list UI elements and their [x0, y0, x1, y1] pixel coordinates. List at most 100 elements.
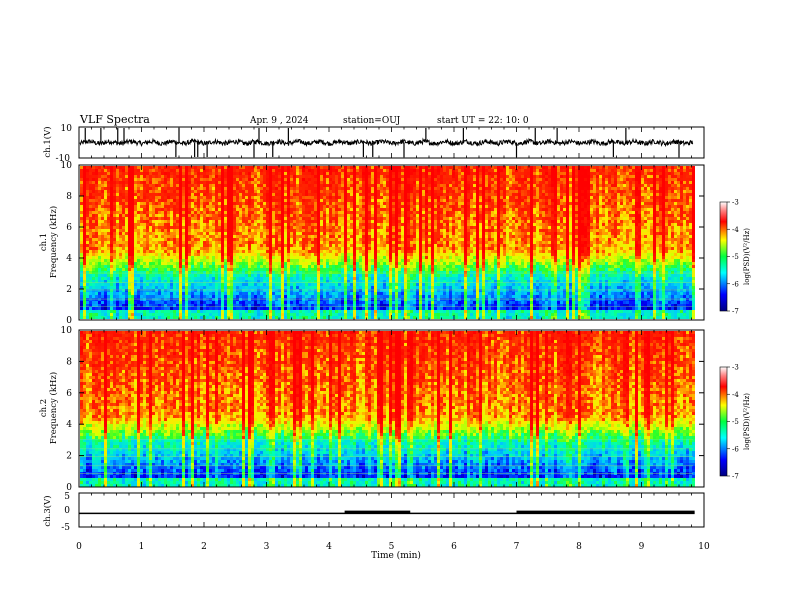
ch1-spectrogram-cell-run [590, 196, 593, 199]
ch1-spectrogram-cell-run [95, 178, 98, 181]
ch1-spectrogram-cell-run [116, 187, 119, 190]
ch1-spectrogram-cell-run [401, 211, 404, 214]
ch1-spectrogram-cell-run [98, 181, 101, 184]
ch1-spectrogram-cell-run [377, 232, 380, 235]
ch1-spectrogram-cell-run [179, 184, 182, 187]
ch1-spectrogram-cell-run [356, 232, 359, 235]
ch1-spectrogram-cell-run [296, 166, 299, 169]
ch1-spectrogram-cell-run [176, 175, 179, 178]
ch1-spectrogram-cell-run [659, 226, 662, 229]
ch1-spectrogram-cell-run [677, 235, 680, 238]
ch1-spectrogram-cell-run [575, 232, 578, 235]
ch1-spectrogram-cell-run [626, 178, 629, 181]
ch1-spectrogram-cell-run [413, 175, 416, 178]
ch1-spectrogram-cell-run [608, 208, 611, 211]
ch1-spectrogram-cell-run [134, 238, 137, 241]
ch1-spectrogram-cell-run [389, 232, 392, 235]
ch1-spectrogram-cell-run [194, 226, 197, 229]
ch1-spectrogram-cell-run [464, 232, 467, 235]
ch1-spectrogram-cell-run [353, 220, 356, 223]
ch1-spectrogram-cell-run [491, 226, 494, 229]
ch1-spectrogram-cell-run [560, 178, 563, 181]
ch1-spectrogram-cell-run [98, 205, 101, 208]
ch1-spectrogram-cell-run [110, 196, 113, 199]
ch1-spectrogram-cell-run [206, 211, 209, 214]
ch1-spectrogram-cell-run [302, 214, 305, 217]
ch1-spectrogram-cell-run [425, 175, 428, 178]
ch1-spectrogram-cell-run [518, 184, 521, 187]
ch1-spectrogram-cell-run [458, 235, 461, 238]
ch1-spectrogram-cell-run [563, 175, 566, 178]
ch1-spectrogram-cell-run [590, 202, 593, 205]
ch1-spectrogram-cell-run [191, 202, 194, 205]
ch1-spectrogram-cell-run [380, 193, 383, 196]
ch1-spectrogram-cell-run [509, 229, 512, 232]
ch1-spectrogram-cell-run [572, 223, 575, 226]
ch1-spectrogram-cell-run [608, 172, 611, 175]
ch1-spectrogram-cell-run [479, 214, 482, 217]
ch1-spectrogram-cell-run [686, 220, 689, 223]
ch1-spectrogram-cell-run [212, 172, 215, 175]
ch1-spectrogram-cell-run [221, 211, 224, 214]
ch1-spectrogram-cell-run [587, 166, 590, 169]
ch1-spectrogram-cell-run [560, 199, 563, 202]
ch1-spectrogram-cell-run [614, 229, 617, 232]
ch1-spectrogram-cell-run [140, 196, 143, 199]
ch1-spectrogram-cell-run [605, 190, 608, 193]
ch1-spectrogram-cell-run [185, 214, 188, 217]
ch1-spectrogram-cell-run [671, 175, 674, 178]
ch1-spectrogram-cell-run [224, 208, 227, 211]
ch1-spectrogram-cell-run [551, 190, 554, 193]
ch1-spectrogram-cell-run [638, 187, 641, 190]
ch1-spectrogram-cell-run [608, 202, 611, 205]
ch1-spectrogram-cell-run [572, 169, 575, 172]
ch1-spectrogram-cell-run [179, 166, 182, 169]
ch1-spectrogram-cell-run [95, 193, 98, 196]
ch1-spectrogram-cell-run [293, 178, 296, 181]
ch1-spectrogram-cell-run [536, 196, 539, 199]
ch1-spectrogram-cell-run [497, 202, 500, 205]
ch1-spectrogram-cell-run [170, 190, 173, 193]
ch1-spectrogram-cell-run [185, 175, 188, 178]
ch1-spectrogram-cell-run [578, 223, 584, 226]
ch1-spectrogram-cell-run [248, 181, 251, 184]
ch1-spectrogram-cell-run [407, 202, 410, 205]
ch1-spectrogram-cell-run [647, 169, 650, 172]
ch1-spectrogram-cell-run [404, 226, 407, 229]
ch1-spectrogram-cell-run [443, 223, 446, 226]
ch1-spectrogram-cell-run [179, 193, 182, 196]
ch1-spectrogram-cell-run [470, 226, 473, 229]
ch1-spectrogram-cell-run [668, 181, 671, 184]
ch1-spectrogram-cell-run [194, 172, 197, 175]
ch1-spectrogram-cell-run [152, 223, 155, 226]
ch1-spectrogram-cell-run [293, 193, 296, 196]
ch1-spectrogram-cell-run [191, 172, 194, 175]
ch1-spectrogram-cell-run [95, 217, 98, 220]
ch1-spectrogram-cell-run [662, 220, 665, 223]
ch1-spectrogram-cell-run [617, 217, 620, 220]
ch1-spectrogram-cell-run [257, 172, 260, 175]
ch1-spectrogram-cell-run [611, 193, 614, 196]
ch1-spectrogram-cell-run [542, 187, 545, 190]
ch1-spectrogram-cell-run [323, 211, 326, 214]
ch1-spectrogram-cell-run [611, 217, 614, 220]
ch1-spectrogram-cell-run [290, 175, 293, 178]
ch1-spectrogram-cell-run [674, 175, 677, 178]
ch1-spectrogram-cell-run [185, 199, 188, 202]
ch1-spectrogram-cell-run [344, 190, 347, 193]
ch1-spectrogram-cell-run [506, 169, 509, 172]
ch1-spectrogram-cell-run [158, 217, 161, 220]
ch1-spectrogram-cell-run [218, 211, 221, 214]
ch1-spectrogram-cell-run [143, 208, 146, 211]
ch1-spectrogram-cell-run [335, 175, 338, 178]
ch1-spectrogram-cell-run [659, 166, 662, 169]
ch1-spectrogram-cell-run [557, 202, 560, 205]
ch1-spectrogram-cell-run [203, 181, 206, 184]
ch1-spectrogram-cell-run [512, 214, 515, 217]
ch1-spectrogram-cell-run [431, 226, 434, 229]
ch1-spectrogram-cell-run [167, 169, 170, 172]
ch1-spectrogram-cell-run [227, 172, 233, 175]
ch1-spectrogram-cell-run [665, 220, 668, 223]
ch1-spectrogram-cell-run [431, 196, 434, 199]
ch1-spectrogram-cell-run [653, 166, 656, 169]
